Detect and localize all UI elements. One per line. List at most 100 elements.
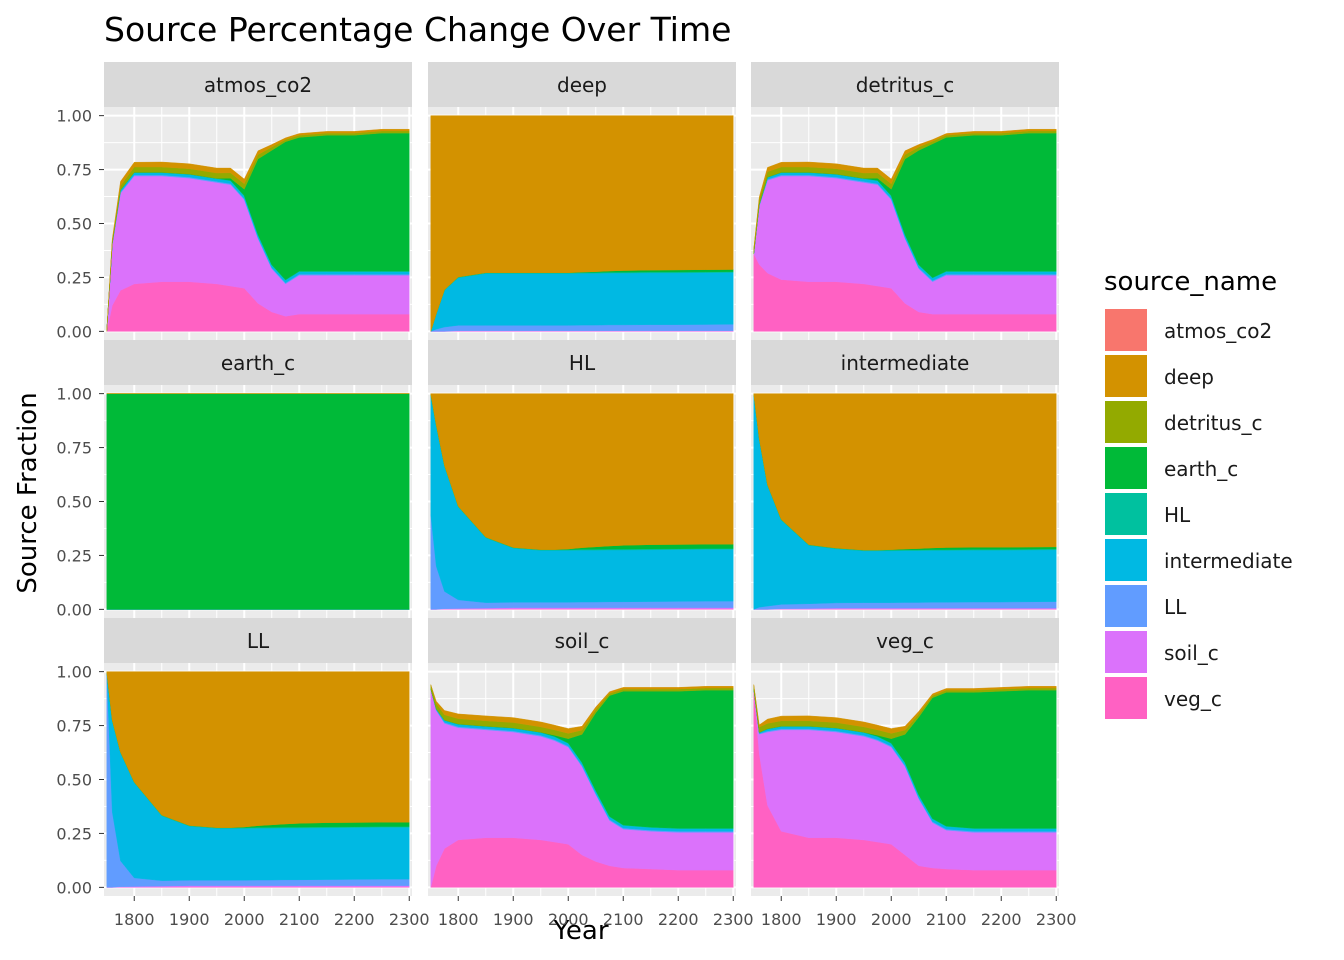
facet-panel-veg_c: veg_c 1800 1900 2000 2100 2200 2300	[751, 618, 1077, 929]
y-tick-label: 0.50	[56, 493, 92, 512]
y-tick-label: 1.00	[56, 663, 92, 682]
area-deep	[753, 684, 1057, 734]
legend-label: atmos_co2	[1164, 319, 1272, 343]
x-tick-label: 1800	[114, 910, 155, 929]
legend-key-intermediate	[1103, 537, 1149, 583]
plot-area: 0.00 0.25 0.50 0.75 1.00	[56, 385, 412, 623]
plot-area	[428, 107, 736, 345]
y-tick-label: 0.75	[56, 717, 92, 736]
legend-label: soil_c	[1164, 641, 1219, 665]
facet-strip-label: veg_c	[876, 629, 934, 653]
y-tick-label: 0.25	[56, 268, 92, 287]
area-deep	[430, 393, 734, 550]
area-deep	[430, 684, 734, 734]
facet-panels: atmos_co2 0.00 0.25 0.50 0.75 1.00 deep detritu…	[56, 62, 1077, 929]
x-tick-label: 2300	[389, 910, 430, 929]
x-tick-label: 2000	[548, 910, 589, 929]
facet-panel-LL: LL 0.00 0.25 0.50 0.75 1.00 1800 1900 2000 2100 22…	[56, 618, 430, 929]
y-tick-label: 0.75	[56, 439, 92, 458]
facet-strip-label: intermediate	[841, 351, 970, 375]
y-tick-label: 0.75	[56, 161, 92, 180]
legend-key-detritus_c	[1103, 399, 1149, 445]
legend-key-soil_c	[1103, 629, 1149, 675]
legend-title: source_name	[1104, 267, 1277, 297]
x-tick-label: 2100	[603, 910, 644, 929]
y-tick-label: 0.25	[56, 824, 92, 843]
facet-strip	[104, 618, 412, 663]
y-tick-label: 0.50	[56, 771, 92, 790]
facet-panel-deep: deep	[428, 62, 736, 345]
facet-strip-label: HL	[569, 351, 596, 375]
x-tick-label: 2100	[279, 910, 320, 929]
y-tick-label: 1.00	[56, 385, 92, 404]
legend-key-veg_c	[1103, 675, 1149, 721]
facet-strip	[428, 618, 736, 663]
y-tick-label: 0.25	[56, 546, 92, 565]
facet-panel-atmos_co2: atmos_co2 0.00 0.25 0.50 0.75 1.00	[56, 62, 412, 345]
x-tick-label: 1900	[169, 910, 210, 929]
x-axis-title: Year	[552, 916, 608, 946]
legend-key-LL	[1103, 583, 1149, 629]
x-tick-label: 2200	[981, 910, 1022, 929]
chart-title: Source Percentage Change Over Time	[104, 10, 731, 49]
y-tick-label: 1.00	[56, 107, 92, 126]
facet-strip	[428, 340, 736, 385]
x-tick-label: 2300	[1036, 910, 1077, 929]
area-deep	[753, 129, 1057, 250]
facet-panel-HL: HL	[428, 340, 736, 623]
facet-strip-label: LL	[247, 629, 270, 653]
facet-strip-label: detritus_c	[856, 73, 955, 97]
area-deep	[430, 115, 734, 332]
facet-panel-detritus_c: detritus_c	[751, 62, 1059, 345]
legend-label: earth_c	[1164, 457, 1238, 481]
legend-label: deep	[1164, 365, 1214, 389]
facet-panel-intermediate: intermediate	[751, 340, 1059, 623]
x-tick-label: 2100	[926, 910, 967, 929]
legend-key-earth_c	[1103, 445, 1149, 491]
plot-area	[751, 107, 1059, 345]
legend-label: intermediate	[1164, 549, 1293, 573]
y-tick-label: 0.00	[56, 322, 92, 341]
x-tick-label: 2200	[334, 910, 375, 929]
facet-strip-label: soil_c	[555, 629, 610, 653]
plot-area: 1800 1900 2000 2100 2200 2300	[751, 663, 1077, 929]
x-tick-label: 1800	[761, 910, 802, 929]
facet-strip-label: deep	[557, 73, 607, 97]
facet-strip-label: atmos_co2	[204, 73, 312, 97]
legend-label: detritus_c	[1164, 411, 1263, 435]
legend-key-HL	[1103, 491, 1149, 537]
plot-area	[428, 385, 736, 623]
facet-strip	[428, 62, 736, 107]
plot-area	[751, 385, 1059, 623]
legend-label: HL	[1164, 503, 1191, 527]
facet-panel-soil_c: soil_c 1800 1900 2000 2100 2200 2300	[428, 618, 754, 929]
plot-area: 0.00 0.25 0.50 0.75 1.00	[56, 107, 412, 345]
legend-label: LL	[1164, 595, 1187, 619]
y-tick-label: 0.00	[56, 600, 92, 619]
area-deep	[753, 393, 1057, 551]
y-tick-label: 0.00	[56, 878, 92, 897]
facet-panel-earth_c: earth_c 0.00 0.25 0.50 0.75 1.00	[56, 340, 412, 623]
area-earth_c	[106, 393, 410, 610]
x-tick-label: 1900	[493, 910, 534, 929]
area-intermediate	[430, 272, 734, 332]
y-tick-label: 0.50	[56, 215, 92, 234]
facet-strip	[104, 62, 412, 107]
x-tick-label: 2000	[224, 910, 265, 929]
facet-strip	[751, 62, 1059, 107]
x-tick-label: 1900	[816, 910, 857, 929]
legend-label: veg_c	[1164, 687, 1222, 711]
area-deep	[106, 129, 410, 332]
facet-strip	[751, 340, 1059, 385]
legend-key-deep	[1103, 353, 1149, 399]
legend-key-atmos_co2	[1103, 307, 1149, 353]
plot-area: 1800 1900 2000 2100 2200 2300	[428, 663, 754, 929]
x-tick-label: 2300	[713, 910, 754, 929]
area-deep	[106, 671, 410, 828]
y-axis-title: Source Fraction	[13, 392, 43, 593]
x-tick-label: 2000	[871, 910, 912, 929]
x-tick-label: 2200	[658, 910, 699, 929]
x-tick-label: 1800	[438, 910, 479, 929]
